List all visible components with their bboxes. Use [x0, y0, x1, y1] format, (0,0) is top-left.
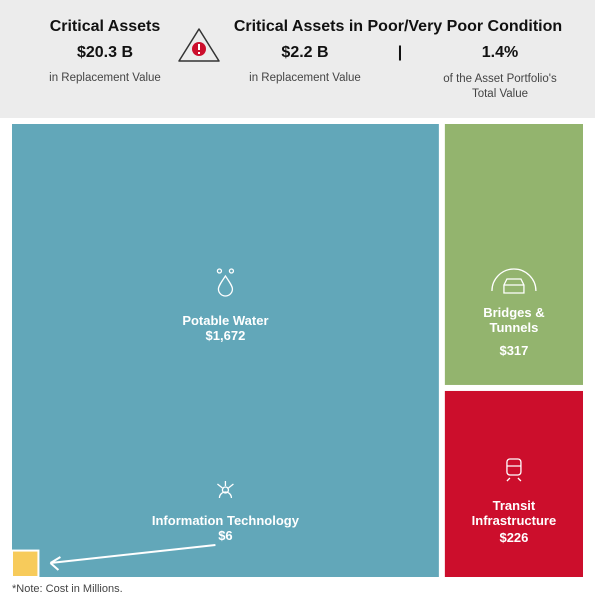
tile-label: Information Technology [151, 513, 299, 528]
icon [217, 481, 234, 499]
icon [216, 268, 235, 297]
share-caption: of the Asset Portfolio's Total Value [443, 73, 557, 100]
left-value: $20.3 B [76, 44, 134, 61]
header: Critical Assets $20.3 B in Replacement V… [0, 0, 595, 118]
left-title: Critical Assets [49, 18, 161, 35]
tile [11, 549, 40, 579]
drop [217, 274, 234, 297]
right-title: Critical Assets in Poor/Very Poor Condit… [233, 18, 563, 35]
warning-icon [178, 28, 220, 62]
tile-label: Bridges & Tunnels [483, 305, 545, 335]
train [506, 465, 522, 482]
left-caption: in Replacement Value [49, 72, 161, 84]
drop [216, 268, 223, 274]
car [503, 278, 525, 294]
note: *Note: Cost in Millions. [12, 583, 123, 595]
tile-label: Potable Water [182, 313, 269, 328]
tile-value: $6 [218, 528, 233, 543]
tile-label: Transit Infrastructure [471, 498, 557, 528]
train [506, 458, 522, 476]
share-value: 1.4% [481, 44, 519, 61]
tile [12, 124, 439, 577]
separator: | [397, 44, 403, 61]
tile [444, 390, 583, 577]
right-caption: in Replacement Value [249, 72, 361, 84]
icon [491, 268, 537, 294]
tile-value: $317 [499, 343, 529, 358]
arch [491, 268, 537, 292]
arrow [49, 544, 216, 571]
icon [506, 458, 522, 482]
drop [228, 268, 235, 274]
node [217, 481, 234, 499]
tile-value: $226 [499, 530, 529, 545]
tile [444, 124, 583, 385]
right-value: $2.2 B [281, 44, 329, 61]
tile-value: $1,672 [205, 328, 246, 343]
node [221, 486, 230, 494]
